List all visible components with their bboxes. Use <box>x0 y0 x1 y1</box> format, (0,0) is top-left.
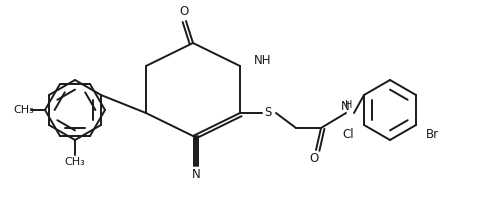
Text: CH₃: CH₃ <box>14 105 34 115</box>
Text: O: O <box>310 153 318 165</box>
Text: CH₃: CH₃ <box>64 157 86 167</box>
Text: S: S <box>264 107 272 119</box>
Text: Br: Br <box>426 128 438 141</box>
Text: NH: NH <box>254 54 272 68</box>
Text: Cl: Cl <box>342 128 354 141</box>
Text: N: N <box>340 100 349 114</box>
Text: H: H <box>346 100 352 110</box>
Text: O: O <box>180 5 188 19</box>
Text: N: N <box>192 169 200 182</box>
